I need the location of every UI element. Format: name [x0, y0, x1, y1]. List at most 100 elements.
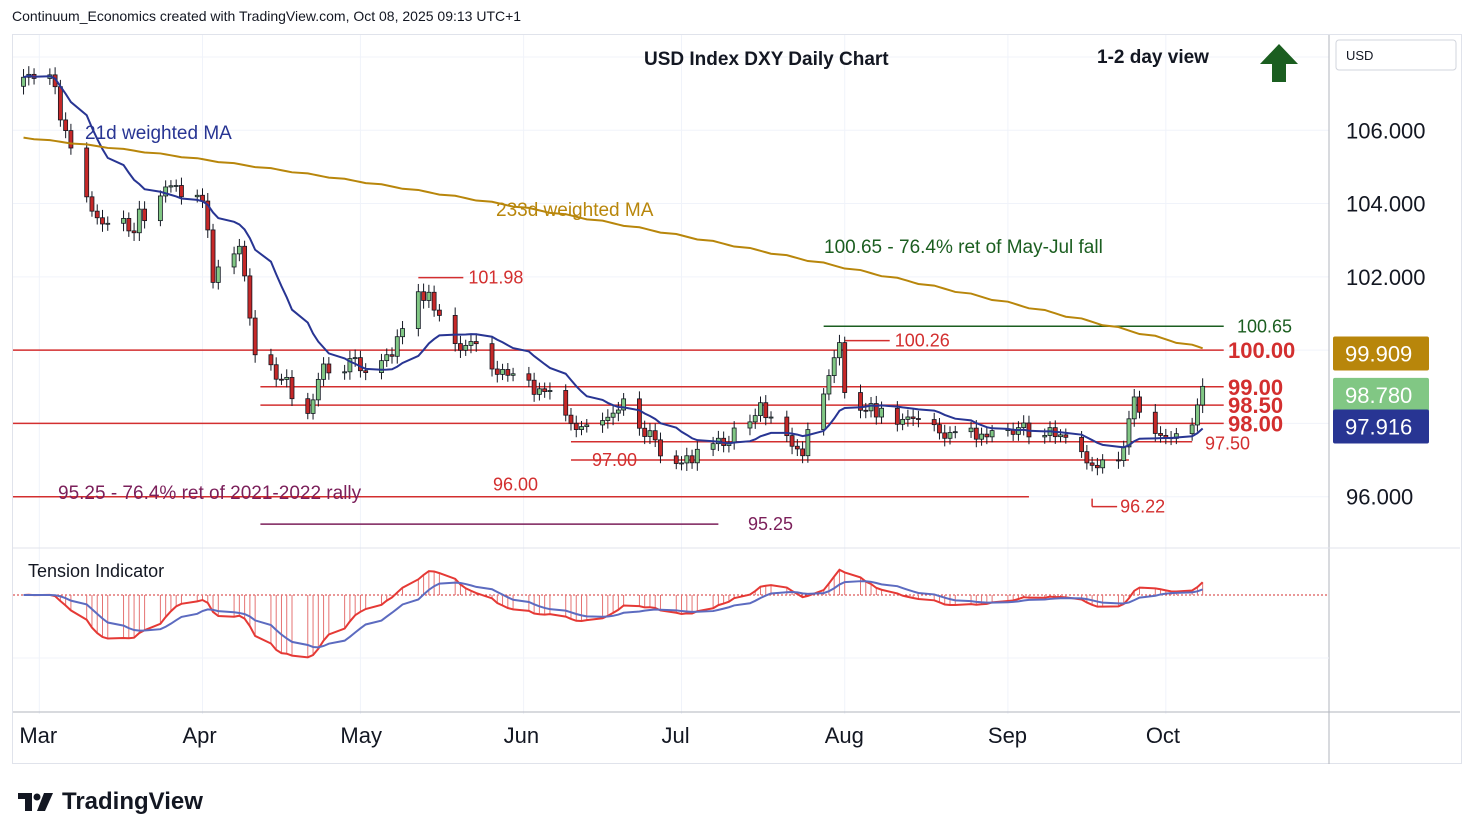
candle-body	[989, 430, 995, 438]
price-badge-label: 99.909	[1345, 341, 1412, 366]
candle-body	[252, 317, 258, 356]
candle-body	[1158, 433, 1163, 436]
candle-body	[89, 196, 95, 212]
candle-body	[610, 412, 616, 418]
candle-body	[179, 185, 184, 198]
candle-body	[94, 210, 100, 219]
level-label: 98.00	[1228, 411, 1283, 436]
price-badge	[1333, 409, 1429, 444]
candle-body	[452, 315, 458, 345]
x-tick-label: Mar	[19, 723, 57, 748]
candle-body	[931, 419, 937, 426]
candle-body	[837, 342, 842, 359]
x-tick-label: Aug	[825, 723, 864, 748]
candle-body	[194, 194, 200, 198]
candle-body	[458, 343, 463, 351]
ma233-label: 233d weighted MA	[496, 200, 654, 221]
candle-body	[679, 462, 684, 465]
candle-body	[231, 253, 237, 268]
candle-body	[205, 200, 211, 231]
candle-body	[494, 368, 500, 375]
ma21-label: 21d weighted MA	[85, 123, 232, 144]
candle-body	[652, 430, 658, 441]
candle-body	[537, 388, 542, 395]
candle-body	[352, 357, 358, 360]
candle-body	[1152, 411, 1158, 434]
currency-label: USD	[1346, 48, 1373, 63]
candle-body	[910, 416, 916, 419]
candle-body	[1063, 434, 1069, 438]
oscillator-signal-line	[23, 580, 1203, 649]
candle-body	[1116, 459, 1121, 462]
candle-body	[579, 426, 584, 430]
candle-body	[584, 424, 590, 428]
level-label: 97.50	[1205, 434, 1250, 454]
candle-body	[242, 245, 248, 277]
candle-body	[247, 275, 253, 319]
level-label: 96.00	[493, 475, 538, 495]
candle-body	[563, 390, 569, 416]
candle-body	[136, 208, 142, 234]
candle-body	[984, 433, 990, 438]
level-label: 100.00	[1228, 338, 1295, 363]
candle-body	[126, 218, 132, 232]
price-badge-label: 98.780	[1345, 383, 1412, 408]
candle-body	[1084, 451, 1090, 464]
candle-body	[289, 376, 295, 400]
candle-body	[284, 376, 290, 380]
candle-body	[1131, 396, 1137, 420]
candle-body	[900, 418, 906, 425]
candle-body	[436, 309, 442, 316]
x-tick-label: Jul	[662, 723, 690, 748]
ma233-line	[23, 136, 1203, 350]
mark-label: 101.98	[468, 268, 523, 288]
candle-body	[947, 432, 953, 439]
candle-body	[310, 399, 316, 414]
candle-body	[236, 245, 242, 255]
candle-body	[647, 430, 653, 437]
candle-body	[21, 76, 26, 87]
candle-body	[879, 407, 884, 418]
candle-body	[526, 373, 532, 381]
candle-body	[142, 208, 148, 222]
view-label: 1-2 day view	[1097, 47, 1209, 68]
level-label: 95.25	[748, 514, 793, 534]
candle-body	[642, 427, 648, 437]
candle-body	[858, 392, 863, 411]
candle-body	[800, 448, 805, 457]
candle-body	[105, 222, 111, 225]
candle-body	[821, 393, 827, 431]
candle-body	[952, 431, 958, 434]
candle-body	[658, 439, 663, 457]
candle-body	[131, 230, 137, 234]
candle-body	[505, 369, 511, 376]
candle-body	[463, 345, 469, 351]
chart-frame	[12, 34, 1462, 764]
candle-body	[615, 409, 621, 414]
y-tick-label: 96.000	[1346, 485, 1413, 510]
candle-body	[1079, 436, 1084, 453]
chart-title: USD Index DXY Daily Chart	[644, 49, 889, 70]
candle-body	[1021, 422, 1027, 429]
candle-body	[621, 398, 627, 411]
candle-body	[321, 363, 326, 380]
candle-body	[542, 388, 548, 392]
candle-body	[973, 427, 979, 440]
candle-body	[279, 378, 284, 381]
candle-body	[68, 130, 74, 149]
candle-body	[347, 358, 353, 373]
candle-body	[1200, 385, 1206, 406]
candle-body	[400, 328, 405, 338]
candle-body	[100, 217, 105, 225]
candle-body	[826, 375, 832, 395]
candle-body	[1042, 435, 1048, 438]
candle-body	[431, 291, 437, 311]
candle-body	[573, 422, 579, 430]
candle-body	[600, 420, 605, 426]
tradingview-brand: TradingView	[16, 788, 203, 816]
level-label: 100.65	[1237, 316, 1292, 336]
candle-body	[531, 379, 537, 395]
candle-body	[894, 407, 900, 425]
candle-body	[163, 186, 169, 197]
